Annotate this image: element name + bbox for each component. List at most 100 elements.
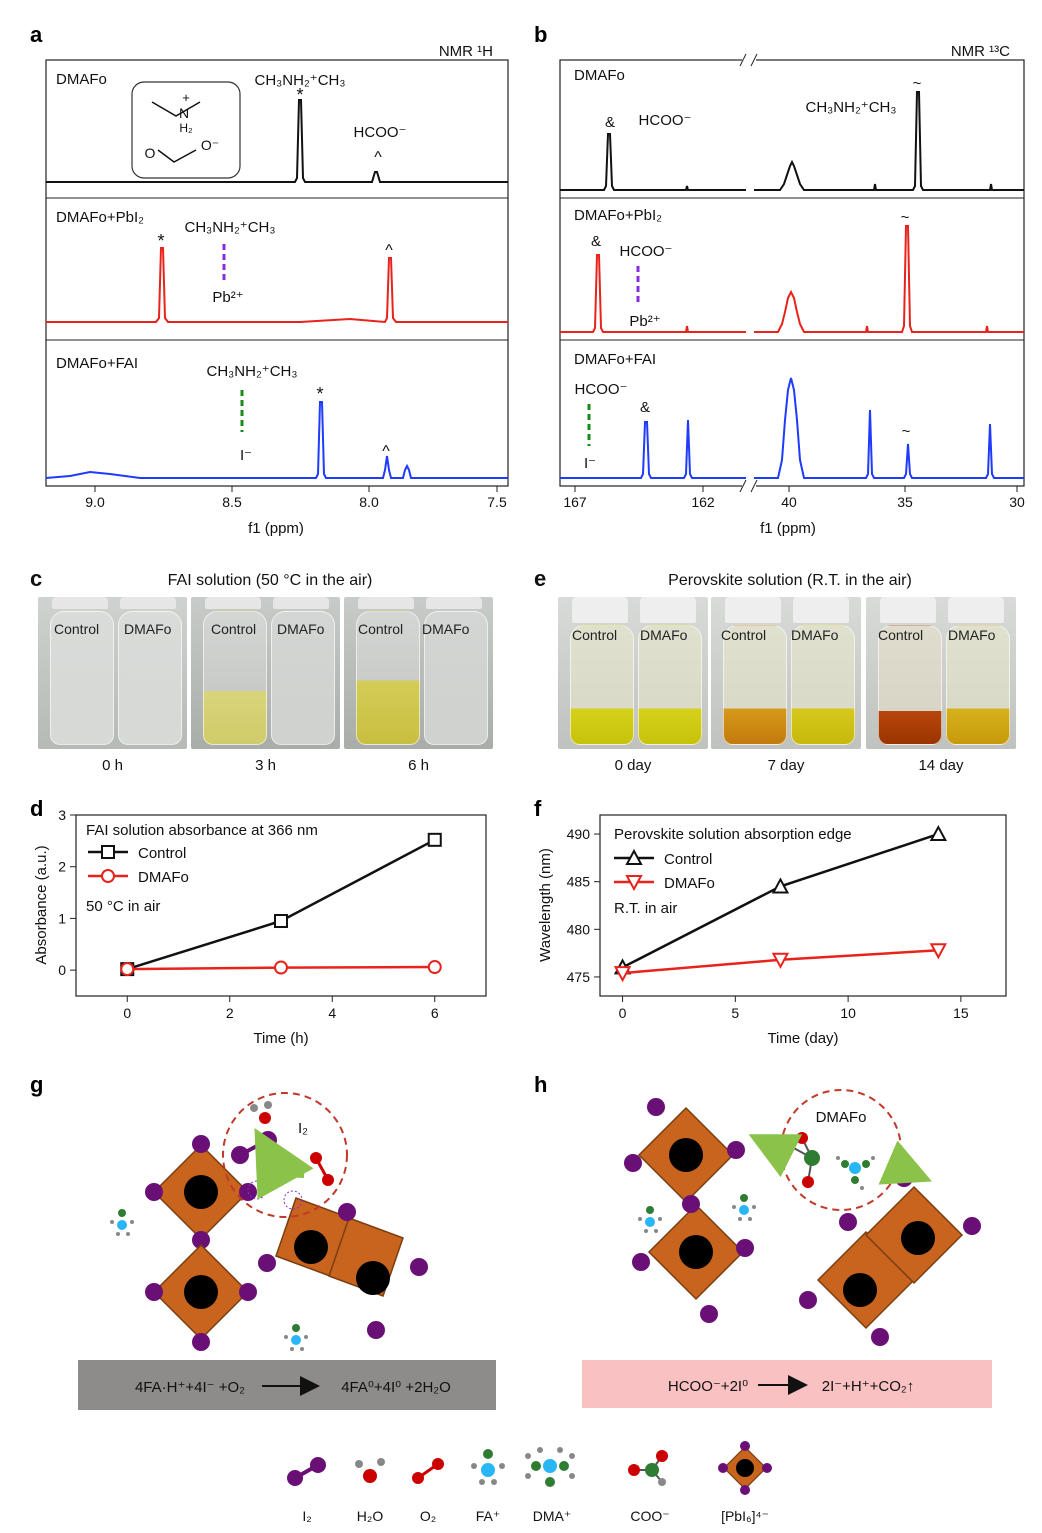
fa-ion-h2: [638, 1206, 662, 1233]
octa-h2-pb: [679, 1235, 713, 1269]
panel-b-xtick-label-2: 162: [691, 494, 715, 510]
data-point-d-control: [427, 832, 442, 847]
panel-a-trace3-mark-caret: ^: [382, 443, 390, 460]
inset-nh-atom: N: [179, 105, 189, 121]
photo-e-14day-right-label: DMAFo: [948, 627, 996, 643]
panel-b-break-top-1: [739, 53, 747, 67]
photo-c-3h-left-label: Control: [211, 621, 257, 637]
octa-h2-i-right: [736, 1239, 754, 1257]
octa-g4-i-top: [338, 1203, 356, 1221]
panel-e-label: e: [534, 566, 547, 591]
panel-a-nmr-label: NMR ¹H: [439, 43, 493, 60]
panel-b-trace3-amp: &: [640, 399, 650, 416]
panel-b-xtick-label-1: 167: [563, 494, 587, 510]
legend-coo-icon: [628, 1450, 668, 1486]
octa-h1-i-left: [624, 1154, 642, 1172]
vial-control: [50, 611, 114, 745]
photo-c-0h-left-label: Control: [54, 621, 100, 637]
panel-a-trace1-peak2-mark: ^: [374, 149, 382, 166]
legend-f-dmafo-marker: [625, 875, 643, 892]
panel-f-chart: f Perovskite solution absorption edge R.…: [534, 796, 1007, 1047]
panel-b-break-top-2: [750, 53, 758, 67]
panel-b-break-mask-bottom: [742, 482, 756, 490]
panel-a-trace2-bottom: Pb²⁺: [212, 289, 243, 306]
dma-ion-h: [836, 1156, 875, 1190]
panel-b-trace2-hcoo: HCOO⁻: [620, 243, 673, 260]
legend-pbi6-icon: [718, 1441, 772, 1495]
panel-h-equation-lhs: HCOO⁻+2I⁰: [668, 1378, 748, 1395]
panel-b: b NMR ¹³C DMAFo & HCOO⁻ CH₃NH₂⁺CH₃ ~ DMA…: [534, 22, 1025, 537]
xtick-label-d: 4: [328, 1005, 336, 1021]
octa-h3-i-bottom: [871, 1328, 889, 1346]
octa-g4-i-bottom: [367, 1321, 385, 1339]
panel-a: a NMR ¹H DMAFo CH₃NH₂⁺CH₃ * HCOO⁻ ^ N + …: [30, 22, 509, 537]
inset-formate-bonds: [157, 149, 197, 163]
panel-d-xlabel: Time (h): [253, 1030, 308, 1047]
panel-g-equation-rhs: 4FA⁰+4I⁰ +2H₂O: [341, 1379, 451, 1396]
panel-d-chart: d FAI solution absorbance at 366 nm 50 °…: [30, 796, 487, 1047]
photo-c-6h: Control DMAFo: [344, 597, 493, 749]
octa-g1-i-left: [145, 1183, 163, 1201]
panel-b-xtick-label-3: 40: [781, 494, 797, 510]
panel-a-trace3-name: DMAFo+FAI: [56, 355, 138, 372]
photo-c-0h-right-label: DMAFo: [124, 621, 172, 637]
panel-f-ylabel: Wavelength (nm): [537, 848, 554, 962]
panel-b-break-bottom-1: [739, 479, 747, 493]
inset-nh-bonds: [151, 101, 201, 117]
i2-molecule-atom2: [259, 1131, 277, 1149]
panel-a-trace1-peak1-mark: *: [296, 85, 303, 105]
vial-dmafo: [271, 611, 335, 745]
photo-c-6h-left-label: Control: [358, 621, 404, 637]
octa-g1-i-bottom: [192, 1231, 210, 1249]
octa-g2-i-left: [145, 1283, 163, 1301]
vacancy-2: [283, 1190, 303, 1210]
vial-dmafo: [118, 611, 182, 745]
fa-ion-h1: [732, 1194, 756, 1221]
octahedron-h2: [632, 1195, 754, 1323]
fa-ion-g1: [110, 1209, 134, 1236]
ytick-label-f: 480: [567, 921, 591, 937]
photo-e-7day-time: 7 day: [767, 757, 805, 774]
inset-h2: H₂: [179, 121, 193, 135]
panel-h-label: h: [534, 1072, 547, 1097]
panel-b-trace1-dma: CH₃NH₂⁺CH₃: [806, 99, 897, 116]
panel-b-trace1-tilde: ~: [913, 75, 922, 92]
ytick-label-d: 3: [58, 807, 66, 823]
panel-a-frame: [45, 59, 509, 487]
octa-h4-pb: [901, 1221, 935, 1255]
panel-g-equation-lhs: 4FA·H⁺+4I⁻ +O₂: [135, 1379, 245, 1396]
panel-b-xlabel: f1 (ppm): [760, 520, 816, 537]
coo-molecule-h: [785, 1132, 820, 1188]
octahedron-g2: [145, 1243, 257, 1351]
legend-h2o-label: H₂O: [357, 1508, 384, 1524]
octa-g1-i-top: [192, 1135, 210, 1153]
panel-b-trace1-amp: &: [605, 114, 615, 131]
legend-f-dmafo-label: DMAFo: [664, 875, 715, 892]
legend-pbi6-label: [PbI₆]⁴⁻: [721, 1508, 769, 1524]
octa-h3-pb: [843, 1273, 877, 1307]
vial-dmafo: [424, 611, 488, 745]
octahedron-g4: [328, 1203, 428, 1339]
reaction-arrow-h-left: [748, 1134, 803, 1178]
data-point-f-dmafo: [613, 966, 632, 983]
octahedron-h3: [799, 1213, 916, 1346]
xtick-label-f: 0: [619, 1005, 627, 1021]
legend-dma-label: DMA⁺: [533, 1508, 572, 1524]
panel-a-xtick-label-1: 9.0: [85, 494, 105, 510]
xtick-label-f: 5: [731, 1005, 739, 1021]
panel-a-xtick-label-4: 7.5: [487, 494, 507, 510]
photo-e-14day: Control DMAFo: [866, 597, 1016, 749]
data-point-f-dmafo: [771, 952, 790, 969]
octa-h2-i-bottom: [700, 1305, 718, 1323]
ytick-label-f: 475: [567, 969, 591, 985]
photo-e-0day-time: 0 day: [614, 757, 652, 774]
data-point-f-control: [929, 824, 948, 842]
octahedron-g3: [258, 1197, 351, 1277]
h2o-o: [259, 1112, 271, 1124]
panel-b-trace2-amp: &: [591, 233, 601, 250]
octa-g3-i-left: [258, 1254, 276, 1272]
panel-d-label: d: [30, 796, 43, 821]
panel-a-trace3-spectrum: [45, 401, 508, 479]
inset-o1: O: [145, 145, 156, 161]
octa-g4-i-right: [410, 1258, 428, 1276]
